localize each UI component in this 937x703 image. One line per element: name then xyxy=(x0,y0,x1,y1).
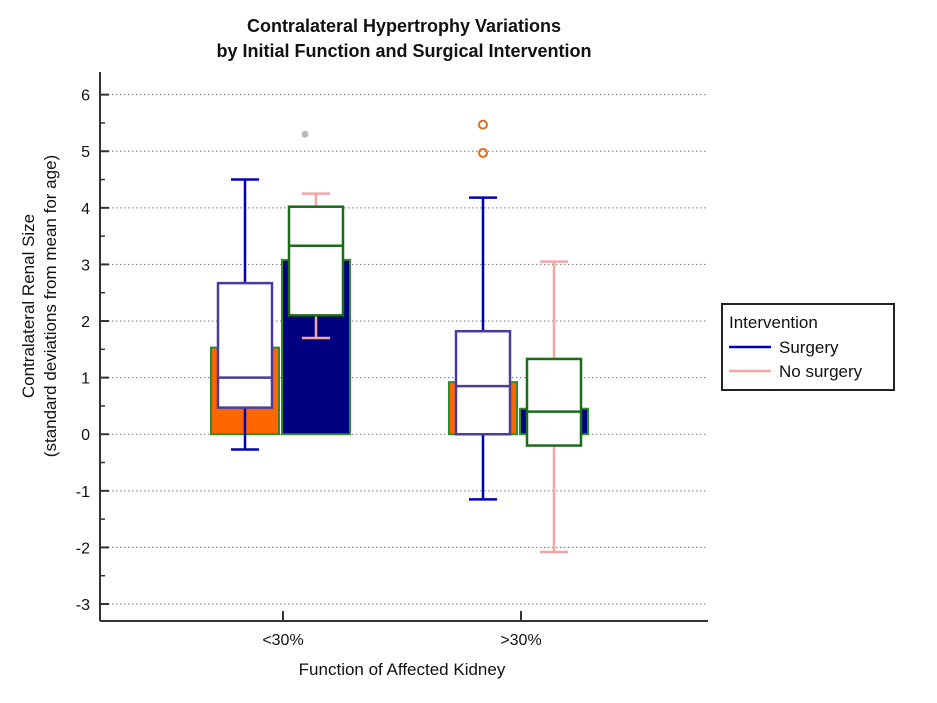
x-tick-label: <30% xyxy=(262,632,303,649)
y-tick-label: 3 xyxy=(81,257,90,274)
y-tick-label: 5 xyxy=(81,144,90,161)
legend: Intervention Surgery No surgery xyxy=(721,303,895,391)
y-tick-label: 1 xyxy=(81,371,90,388)
y-tick-label: 6 xyxy=(81,88,90,105)
y-tick-label: -1 xyxy=(76,484,90,501)
y-tick-label: -3 xyxy=(76,597,90,614)
outlier-point xyxy=(478,147,488,158)
grid-lines xyxy=(100,94,708,605)
y-ticks: -3 -2 -1 0 1 2 3 4 5 6 xyxy=(76,88,109,614)
x-tick-label: >30% xyxy=(500,632,541,649)
chart-title-line-1: Contralateral Hypertrophy Variations xyxy=(247,16,561,36)
legend-title: Intervention xyxy=(729,313,818,332)
y-axis-label-line-2: (standard deviations from mean for age) xyxy=(41,155,60,457)
legend-label: No surgery xyxy=(779,362,863,381)
box xyxy=(525,357,583,447)
legend-frame xyxy=(721,303,895,391)
outlier-point xyxy=(301,130,309,138)
box xyxy=(454,329,512,436)
box-layer xyxy=(216,119,583,554)
legend-label: Surgery xyxy=(779,338,839,357)
y-tick-label: 4 xyxy=(81,201,90,218)
chart-title-line-2: by Initial Function and Surgical Interve… xyxy=(216,41,591,61)
box xyxy=(216,281,274,409)
box xyxy=(287,205,345,317)
y-tick-label: 2 xyxy=(81,314,90,331)
y-tick-label: 0 xyxy=(81,427,90,444)
x-ticks: <30% >30% xyxy=(262,611,542,649)
y-axis-label-line-1: Contralateral Renal Size xyxy=(19,214,38,398)
outlier-point xyxy=(478,119,488,130)
x-axis-label: Function of Affected Kidney xyxy=(299,660,506,679)
y-tick-label: -2 xyxy=(76,540,90,557)
